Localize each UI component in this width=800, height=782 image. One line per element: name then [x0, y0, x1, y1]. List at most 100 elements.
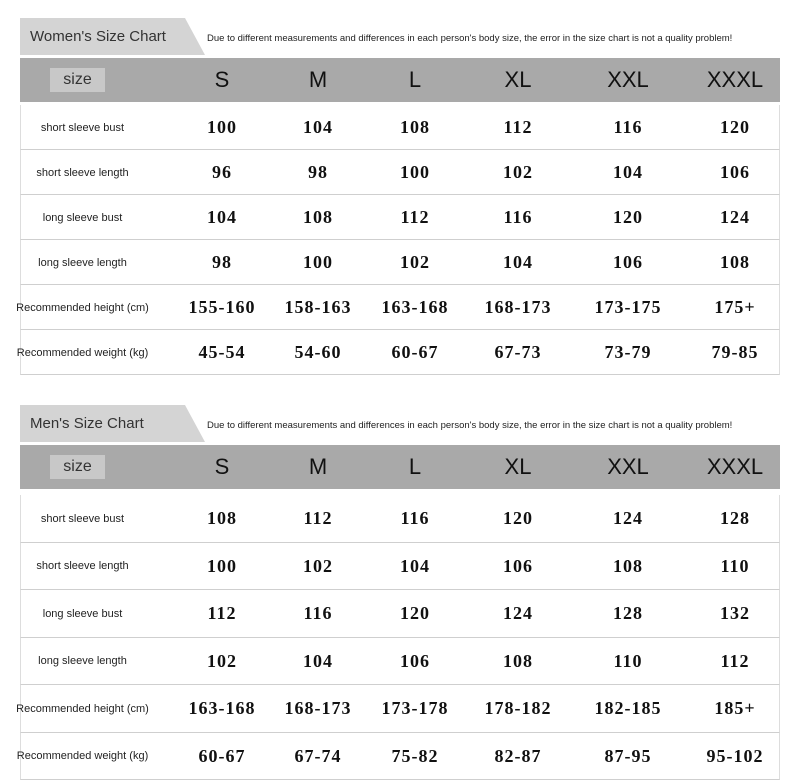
table-row [20, 590, 780, 638]
row-label: Recommended weight (kg) [16, 346, 149, 359]
cell-value: 175+ [714, 297, 756, 317]
cell-value: 67-73 [494, 342, 542, 362]
cell-value: 82-87 [494, 745, 542, 766]
cell-value: 100 [400, 162, 430, 182]
cell-value: 168-173 [484, 297, 552, 317]
cell-value: 116 [613, 117, 643, 137]
size-header: L [408, 67, 422, 92]
table-row [20, 150, 780, 195]
row-label: short sleeve bust [40, 121, 125, 134]
cell-value: 102 [503, 162, 533, 182]
header-row [20, 445, 780, 489]
section-title: Men's Size Chart [20, 405, 205, 442]
size-header: M [308, 67, 328, 92]
cell-value: 128 [613, 603, 643, 624]
cell-value: 104 [613, 162, 643, 182]
table-row [20, 685, 780, 733]
size-header: XXL [607, 67, 649, 92]
cell-value: 108 [400, 117, 430, 137]
cell-value: 120 [613, 207, 643, 227]
cell-value: 108 [303, 207, 333, 227]
cell-value: 110 [720, 555, 750, 576]
cell-value: 104 [400, 555, 430, 576]
row-label: short sleeve bust [40, 512, 125, 525]
size-header: XL [504, 67, 532, 92]
section-title: Women's Size Chart [20, 18, 205, 55]
cell-value: 112 [303, 508, 333, 529]
cell-value: 106 [613, 252, 643, 272]
table-row [20, 495, 780, 543]
cell-value: 110 [613, 650, 643, 671]
table-row [20, 240, 780, 285]
cell-value: 104 [303, 650, 333, 671]
row-label: long sleeve length [38, 256, 127, 269]
cell-value: 104 [503, 252, 533, 272]
cell-value: 106 [720, 162, 750, 182]
section-note: Due to different measurements and differ… [207, 33, 733, 44]
cell-value: 102 [303, 555, 333, 576]
row-label: short sleeve length [36, 560, 129, 573]
cell-value: 116 [400, 508, 430, 529]
cell-value: 100 [207, 117, 237, 137]
table-row [20, 105, 780, 150]
cell-value: 163-168 [188, 698, 256, 719]
size-label: size [50, 68, 105, 92]
cell-value: 163-168 [381, 297, 449, 317]
table-row [20, 330, 780, 375]
cell-value: 124 [720, 207, 750, 227]
cell-value: 112 [400, 207, 430, 227]
cell-value: 173-175 [594, 297, 662, 317]
size-header: S [214, 67, 230, 92]
cell-value: 106 [400, 650, 430, 671]
size-header: S [214, 454, 230, 479]
cell-value: 75-82 [391, 745, 439, 766]
table-row [20, 637, 780, 685]
cell-value: 104 [303, 117, 333, 137]
size-label: size [50, 455, 105, 479]
cell-value: 100 [303, 252, 333, 272]
cell-value: 67-74 [294, 745, 342, 766]
section-note: Due to different measurements and differ… [207, 420, 733, 431]
cell-value: 132 [720, 603, 750, 624]
cell-value: 155-160 [188, 297, 256, 317]
cell-value: 79-85 [711, 342, 759, 362]
cell-value: 116 [303, 603, 333, 624]
cell-value: 112 [503, 117, 533, 137]
row-label: Recommended height (cm) [16, 301, 149, 314]
cell-value: 124 [613, 508, 643, 529]
table-row [20, 195, 780, 240]
cell-value: 104 [207, 207, 237, 227]
cell-value: 60-67 [391, 342, 439, 362]
cell-value: 108 [613, 555, 643, 576]
header-row [20, 58, 780, 102]
cell-value: 98 [212, 252, 232, 272]
size-header: XXL [607, 454, 649, 479]
row-label: short sleeve length [36, 166, 129, 179]
cell-value: 95-102 [706, 745, 764, 766]
cell-value: 98 [308, 162, 328, 182]
cell-value: 60-67 [198, 745, 246, 766]
cell-value: 112 [207, 603, 237, 624]
cell-value: 120 [503, 508, 533, 529]
row-label: long sleeve bust [42, 211, 123, 224]
row-label: Recommended weight (kg) [16, 750, 149, 763]
row-label: long sleeve bust [42, 607, 123, 620]
cell-value: 173-178 [381, 698, 449, 719]
cell-value: 128 [720, 508, 750, 529]
cell-value: 185+ [714, 698, 756, 719]
cell-value: 45-54 [198, 342, 246, 362]
table-row [20, 732, 780, 780]
cell-value: 96 [212, 162, 232, 182]
size-header: XXXL [706, 454, 764, 479]
size-header: XL [504, 454, 532, 479]
cell-value: 108 [207, 508, 237, 529]
cell-value: 108 [720, 252, 750, 272]
cell-value: 120 [400, 603, 430, 624]
cell-value: 106 [503, 555, 533, 576]
table-row [20, 542, 780, 590]
cell-value: 100 [207, 555, 237, 576]
cell-value: 178-182 [484, 698, 552, 719]
row-label: long sleeve length [38, 655, 127, 668]
cell-value: 112 [720, 650, 750, 671]
